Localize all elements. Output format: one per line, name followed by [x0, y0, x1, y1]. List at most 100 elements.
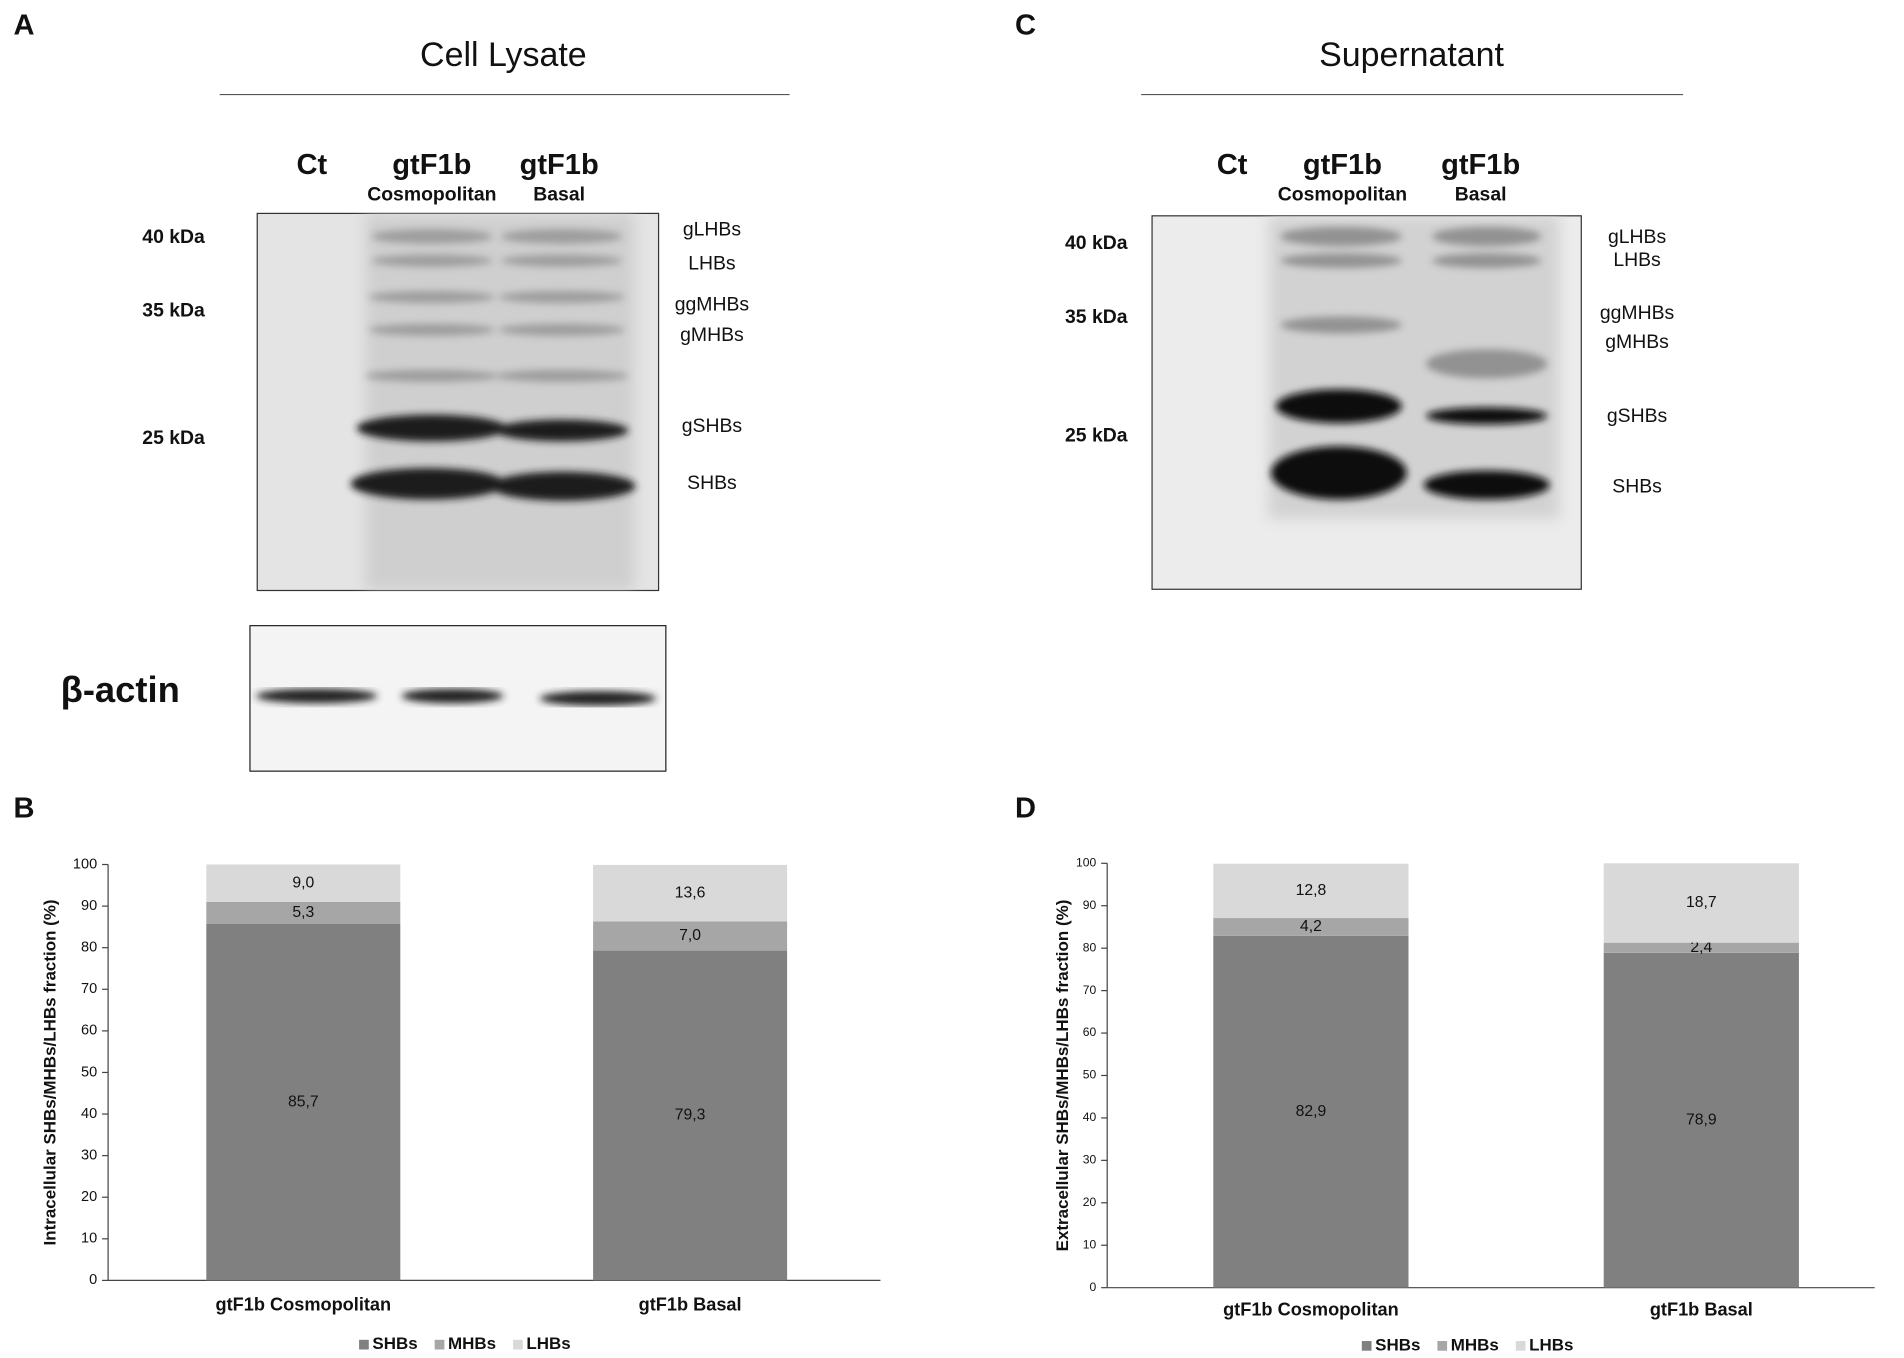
legend-label: MHBs: [448, 1334, 496, 1353]
y-tick-label: 70: [1083, 983, 1097, 997]
band-label: LHBs: [688, 252, 735, 274]
data-label: 4,2: [1300, 918, 1322, 935]
y-tick-label: 100: [73, 856, 97, 872]
data-label: 18,7: [1686, 894, 1717, 911]
band-label: gLHBs: [1608, 226, 1666, 248]
lane-sublabel: Cosmopolitan: [367, 183, 496, 205]
data-label: 78,9: [1686, 1111, 1717, 1128]
legend-label: LHBs: [526, 1334, 570, 1353]
legend-swatch: [434, 1339, 445, 1350]
y-axis-label: Extracellular SHBs/MHBs/LHBs fraction (%…: [1053, 900, 1072, 1252]
bar-segment: [593, 921, 788, 951]
y-tick-label: 70: [81, 981, 97, 997]
data-label: 12,8: [1296, 882, 1327, 899]
bar-segment: [593, 950, 788, 1281]
y-axis-label: Intracellular SHBs/MHBs/LHBs fraction (%…: [41, 899, 60, 1245]
y-tick-label: 90: [81, 898, 97, 914]
legend-swatch: [1437, 1341, 1448, 1351]
band-label: SHBs: [687, 472, 737, 494]
blot-bands: [1268, 215, 1560, 519]
panel-label: A: [14, 9, 35, 41]
legend-label: MHBs: [1451, 1335, 1499, 1354]
panel-label: C: [1015, 9, 1036, 41]
y-tick-label: 10: [81, 1231, 97, 1247]
bar-segment: [1213, 918, 1409, 936]
band-label: gLHBs: [683, 218, 741, 240]
y-tick-label: 90: [1083, 898, 1097, 912]
y-tick-label: 30: [1083, 1153, 1097, 1167]
y-tick-label: 50: [81, 1064, 97, 1080]
bar-segment: [1603, 952, 1799, 1288]
y-tick-label: 0: [89, 1272, 97, 1288]
blot-title: Cell Lysate: [420, 36, 587, 74]
loading-bands: [256, 688, 657, 706]
y-tick-label: 30: [81, 1147, 97, 1163]
y-tick-label: 60: [1083, 1025, 1097, 1039]
size-marker: 40 kDa: [142, 226, 205, 248]
legend-swatch: [513, 1339, 523, 1350]
band-label: LHBs: [1613, 249, 1660, 271]
lane-sublabel: Basal: [533, 183, 585, 205]
bar-segment: [1603, 863, 1799, 943]
data-label: 9,0: [292, 874, 314, 891]
y-tick-label: 40: [81, 1106, 97, 1122]
bar-segment: [1213, 863, 1409, 919]
panel-label: D: [1015, 793, 1036, 825]
y-tick-label: 60: [81, 1023, 97, 1039]
data-label: 82,9: [1296, 1103, 1327, 1120]
x-tick-label: gtF1b Basal: [1650, 1300, 1753, 1320]
band-label: gSHBs: [682, 415, 742, 437]
lane-label: Ct: [1217, 149, 1248, 181]
data-label: 7,0: [679, 927, 701, 944]
bar-segment: [1213, 935, 1409, 1288]
legend-swatch: [1515, 1341, 1526, 1351]
legend-label: SHBs: [1375, 1335, 1420, 1354]
band-label: gSHBs: [1607, 405, 1667, 427]
band-label: ggMHBs: [675, 294, 749, 316]
y-tick-label: 80: [81, 940, 97, 956]
y-tick-label: 50: [1083, 1068, 1097, 1082]
size-marker: 25 kDa: [1065, 425, 1128, 447]
band-label: gMHBs: [680, 324, 744, 346]
loading-control-label: β-actin: [61, 669, 180, 710]
bar-segment: [206, 864, 401, 902]
lane-label: Ct: [296, 149, 327, 181]
data-label: 5,3: [292, 904, 314, 921]
y-tick-label: 40: [1083, 1110, 1097, 1124]
data-label: 2,4: [1690, 939, 1712, 956]
lane-sublabel: Cosmopolitan: [1278, 183, 1407, 205]
blot-title: Supernatant: [1319, 36, 1504, 74]
y-tick-label: 80: [1083, 940, 1097, 954]
data-label: 85,7: [288, 1093, 319, 1110]
x-tick-label: gtF1b Basal: [639, 1295, 742, 1315]
y-tick-label: 20: [81, 1189, 97, 1205]
lane-label: gtF1b: [1303, 149, 1382, 181]
y-tick-label: 20: [1083, 1195, 1097, 1209]
size-marker: 40 kDa: [1065, 232, 1128, 254]
size-marker: 25 kDa: [142, 427, 205, 449]
blot-bands: [350, 213, 636, 591]
band-label: ggMHBs: [1600, 302, 1674, 324]
lane-label: gtF1b: [1441, 149, 1520, 181]
bar-segment: [206, 923, 401, 1281]
bar-segment: [1603, 942, 1799, 953]
x-tick-label: gtF1b Cosmopolitan: [215, 1295, 391, 1315]
y-tick-label: 10: [1083, 1237, 1097, 1251]
size-marker: 35 kDa: [1065, 306, 1128, 328]
lane-label: gtF1b: [520, 149, 599, 181]
panel-label: B: [14, 793, 35, 825]
bar-segment: [206, 901, 401, 924]
data-label: 79,3: [675, 1107, 706, 1124]
legend-label: LHBs: [1529, 1335, 1573, 1354]
legend-swatch: [359, 1339, 369, 1350]
legend-label: SHBs: [372, 1334, 417, 1353]
lane-label: gtF1b: [392, 149, 471, 181]
legend-swatch: [1361, 1341, 1372, 1351]
y-tick-label: 100: [1076, 856, 1096, 870]
band-label: gMHBs: [1605, 331, 1669, 353]
size-marker: 35 kDa: [142, 300, 205, 322]
bar-segment: [593, 864, 788, 922]
lane-sublabel: Basal: [1455, 183, 1507, 205]
